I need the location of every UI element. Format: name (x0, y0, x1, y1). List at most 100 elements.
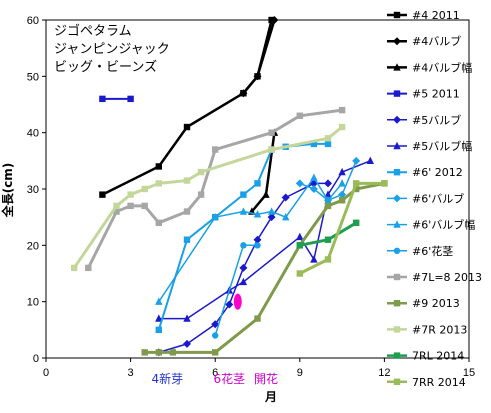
data-point (141, 349, 148, 356)
legend-label: #6' 2012 (412, 166, 463, 179)
data-point (254, 242, 261, 249)
legend-label: #7L=8 2013 (412, 271, 482, 284)
data-point (296, 270, 303, 277)
series-1 (239, 16, 279, 98)
series-4 (154, 179, 332, 357)
series-layer (71, 16, 388, 357)
x-annotation: 4新芽 (151, 371, 183, 386)
y-tick-label: 40 (27, 128, 39, 140)
y-tick-label: 50 (27, 71, 39, 83)
data-point (253, 72, 262, 81)
data-point (267, 213, 276, 222)
data-point (211, 320, 220, 329)
data-point (141, 202, 148, 210)
data-point (155, 219, 162, 226)
y-tick-label: 20 (27, 240, 39, 252)
data-point (254, 315, 261, 322)
data-point (253, 235, 262, 244)
x-tick-label: 15 (463, 367, 475, 379)
data-point (197, 191, 205, 198)
data-point (338, 106, 346, 114)
data-point (211, 212, 219, 221)
data-point (155, 349, 162, 356)
x-axis-label: 月 (264, 390, 277, 404)
data-point (127, 95, 134, 103)
y-tick-label: 0 (33, 353, 39, 365)
legend-label: #6'バルブ (412, 191, 464, 205)
data-point (225, 300, 234, 309)
legend-entry: 7RR 2014 (387, 376, 466, 389)
data-point (296, 242, 303, 249)
legend-entry: #4バルブ (387, 34, 461, 48)
legend-label: 7RR 2014 (412, 376, 466, 389)
data-point (393, 326, 401, 333)
x-tick-label: 3 (128, 367, 134, 379)
x-tick-label: 12 (378, 367, 390, 379)
legend-entry: #6' 2012 (387, 166, 463, 179)
data-point (310, 255, 318, 263)
legend-label: #6'花茎 (412, 245, 453, 258)
data-point (239, 263, 248, 272)
data-point (212, 332, 219, 339)
series-12 (71, 123, 346, 272)
data-point (212, 349, 219, 356)
annotation-line-2: ジャンピンジャック (54, 42, 170, 57)
series-3 (99, 95, 134, 103)
data-point (155, 314, 163, 322)
data-point (240, 191, 247, 198)
data-point (393, 90, 401, 97)
data-point (353, 219, 360, 226)
data-point (393, 300, 401, 307)
legend-entry: #7R 2013 (387, 323, 467, 336)
data-point (282, 212, 290, 221)
legend-entry: #4 2011 (387, 9, 460, 22)
series-line (144, 181, 385, 354)
annotation-line-3: ビッグ・ビーンズ (54, 59, 157, 75)
data-point (324, 236, 332, 243)
data-point (338, 179, 346, 187)
data-point (253, 210, 262, 218)
data-point (183, 177, 191, 184)
data-point (262, 190, 270, 198)
data-point (85, 264, 92, 272)
data-point (155, 326, 162, 334)
legend-entry: #5 2011 (387, 88, 460, 101)
legend-label: 7RL 2014 (412, 350, 464, 363)
legend-label: #5バルブ (412, 113, 461, 127)
data-point (381, 180, 388, 187)
data-point (324, 140, 332, 148)
series-line (299, 181, 385, 275)
legend-entry: #9 2013 (387, 297, 460, 310)
data-point (338, 190, 347, 199)
data-point (353, 185, 360, 193)
data-point (309, 185, 318, 193)
data-point (324, 196, 332, 204)
data-point (393, 37, 401, 46)
data-point (183, 314, 191, 322)
data-point (393, 115, 401, 124)
legend-label: #9 2013 (412, 297, 460, 310)
data-point (71, 264, 78, 272)
data-point (113, 208, 120, 215)
data-point (393, 63, 401, 71)
data-point (183, 339, 191, 348)
data-point (296, 112, 303, 119)
data-point (296, 232, 304, 241)
data-point (310, 140, 318, 148)
data-point (295, 179, 304, 188)
legend-entry: #6'バルブ (387, 191, 464, 205)
legend-entry: #4バルブ幅 (387, 60, 472, 74)
data-point (239, 277, 248, 286)
x-annotation: 開花 (254, 371, 278, 386)
series-5 (155, 156, 374, 322)
data-point (393, 273, 401, 281)
series-line (72, 125, 344, 269)
legend-label: #4 2011 (412, 9, 460, 22)
legend-label: #6'バルブ幅 (412, 218, 475, 232)
data-point (183, 208, 191, 215)
data-point (169, 349, 177, 356)
data-point (254, 180, 261, 187)
data-point (183, 123, 191, 131)
data-point (268, 129, 275, 136)
series-13 (296, 219, 360, 249)
